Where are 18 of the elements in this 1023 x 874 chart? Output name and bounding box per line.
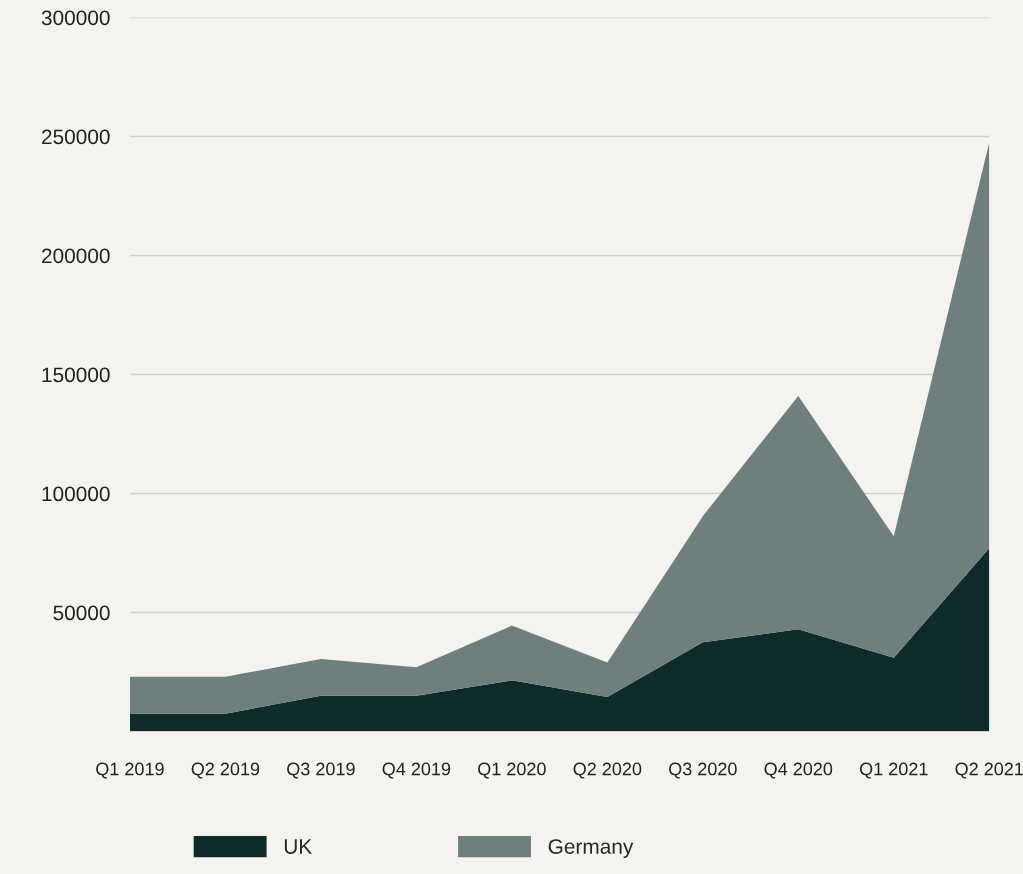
legend-label: UK	[284, 839, 312, 854]
x-tick-label: Q1 2021	[859, 762, 928, 779]
y-tick-label: 250000	[42, 129, 110, 145]
y-tick-label: 200000	[42, 248, 110, 264]
x-tick-label: Q3 2019	[287, 762, 355, 779]
x-tick-label: Q2 2020	[573, 762, 642, 779]
x-tick-label: Q4 2019	[382, 762, 451, 779]
x-tick-label: Q1 2019	[96, 762, 164, 779]
x-tick-label: Q2 2021	[955, 762, 1023, 779]
x-tick-label: Q4 2020	[764, 762, 833, 779]
y-tick-label: 100000	[42, 486, 110, 502]
legend-label: Germany	[548, 839, 634, 859]
y-tick-label: 150000	[42, 367, 110, 383]
y-tick-label: 300000	[41, 10, 110, 26]
x-tick-label: Q2 2019	[191, 762, 260, 779]
y-tick-label: 50000	[53, 605, 110, 621]
x-tick-label: Q3 2020	[669, 762, 737, 779]
x-tick-label: Q1 2020	[478, 762, 546, 779]
